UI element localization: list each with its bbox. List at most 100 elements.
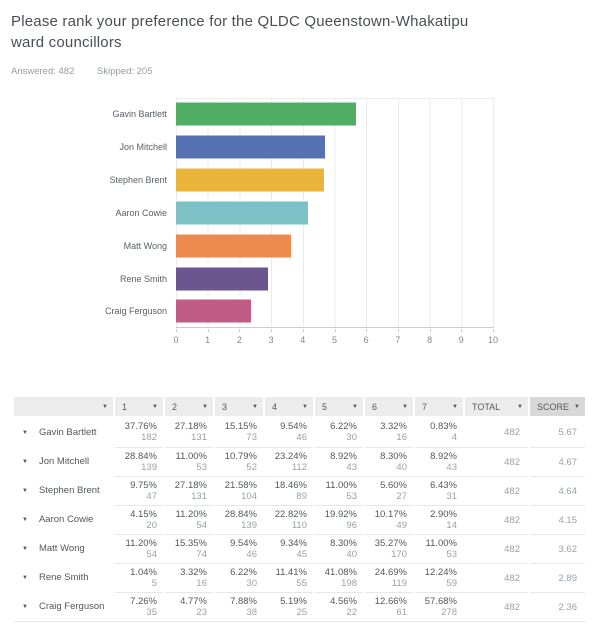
rank-cell: 15.35% 74 (165, 534, 213, 563)
rank-cell: 0.83% 4 (415, 418, 463, 447)
row-expand-caret-icon[interactable]: ▼ (22, 545, 28, 552)
cell-count: 30 (246, 577, 257, 589)
chart-row: Matt Wong (0, 229, 494, 262)
row-expand-caret-icon[interactable]: ▼ (22, 516, 28, 523)
row-expand-caret-icon[interactable]: ▼ (22, 429, 28, 436)
column-header[interactable]: 7 ▼ (415, 397, 463, 416)
column-header[interactable]: 4 ▼ (265, 397, 313, 416)
sort-caret-icon[interactable]: ▼ (517, 403, 523, 410)
table-row: ▼ Rene Smith 1.04% 5 3.32% 16 6.22% 30 11.41% 55 4… (14, 563, 586, 592)
cell-count: 16 (196, 577, 207, 589)
score-value: 2.36 (558, 601, 578, 613)
response-stats: Answered: 482 Skipped: 205 (11, 66, 600, 77)
rank-cell: 11.20% 54 (165, 505, 213, 534)
cell-percent: 11.00% (175, 451, 207, 462)
total-cell: 482 (465, 418, 528, 447)
sort-caret-icon[interactable]: ▼ (574, 403, 580, 410)
row-name-cell: ▼ Craig Ferguson (14, 592, 113, 621)
rank-cell: 11.20% 54 (115, 534, 163, 563)
rank-cell: 9.54% 46 (265, 418, 313, 447)
column-header-label: 5 (322, 401, 328, 412)
rank-cell: 9.54% 46 (215, 534, 263, 563)
column-header[interactable]: 1 ▼ (115, 397, 163, 416)
sort-caret-icon[interactable]: ▼ (252, 403, 258, 410)
rank-cell: 12.66% 61 (365, 592, 413, 621)
x-axis: 0 1 2 3 4 5 6 7 8 9 10 (173, 329, 498, 349)
tick-mark (271, 329, 273, 332)
cell-count: 22 (346, 606, 357, 618)
cell-percent: 7.88% (230, 596, 257, 607)
sort-caret-icon[interactable]: ▼ (452, 403, 458, 410)
bar-track (176, 295, 494, 328)
bar-track (176, 262, 494, 295)
bar (176, 299, 252, 323)
rank-cell: 3.32% 16 (365, 418, 413, 447)
cell-count: 43 (446, 461, 457, 473)
column-header[interactable]: 5 ▼ (315, 397, 363, 416)
column-header-label: 3 (222, 401, 228, 412)
rank-cell: 2.90% 14 (415, 505, 463, 534)
row-name: Aaron Cowie (38, 514, 94, 525)
sort-caret-icon[interactable]: ▼ (102, 403, 108, 410)
bar (176, 267, 268, 291)
cell-percent: 4.56% (330, 596, 357, 607)
rank-cell: 6.22% 30 (215, 563, 263, 592)
sort-caret-icon[interactable]: ▼ (352, 403, 358, 410)
bar (176, 168, 324, 192)
tick-label: 1 (205, 335, 211, 345)
score-cell: 4.15 (530, 505, 585, 534)
sort-caret-icon[interactable]: ▼ (202, 403, 208, 410)
score-cell: 2.36 (530, 592, 585, 621)
row-expand-caret-icon[interactable]: ▼ (22, 574, 28, 581)
page-title: Please rank your preference for the QLDC… (11, 13, 469, 51)
cell-percent: 11.20% (175, 509, 207, 520)
rank-cell: 5.60% 27 (365, 476, 413, 505)
cell-percent: 35.27% (374, 538, 407, 549)
cell-count: 198 (341, 577, 357, 589)
column-header[interactable]: TOTAL ▼ (465, 397, 528, 416)
sort-caret-icon[interactable]: ▼ (152, 403, 158, 410)
cell-percent: 12.66% (374, 596, 407, 607)
cell-percent: 4.15% (130, 509, 157, 520)
tick-label: 10 (487, 335, 499, 345)
row-expand-caret-icon[interactable]: ▼ (22, 487, 28, 494)
column-header[interactable]: ▼ (14, 397, 113, 416)
column-header[interactable]: 6 ▼ (365, 397, 413, 416)
cell-percent: 1.04% (130, 567, 157, 578)
cell-percent: 8.92% (330, 451, 357, 462)
chart-row: Craig Ferguson (0, 295, 494, 328)
cell-count: 27 (396, 490, 407, 502)
rank-cell: 7.88% 38 (215, 592, 263, 621)
skipped-count: Skipped: 205 (97, 66, 153, 77)
rank-cell: 41.08% 198 (315, 563, 363, 592)
cell-percent: 41.08% (324, 567, 357, 578)
rank-cell: 27.18% 131 (165, 476, 213, 505)
cell-percent: 6.22% (230, 567, 257, 578)
tick-label: 0 (173, 335, 179, 345)
row-expand-caret-icon[interactable]: ▼ (22, 603, 28, 610)
rank-cell: 19.92% 96 (315, 505, 363, 534)
bar-label: Rene Smith (119, 273, 167, 284)
tick-mark (302, 329, 304, 332)
cell-percent: 9.54% (280, 421, 307, 432)
column-header[interactable]: 3 ▼ (215, 397, 263, 416)
bar (176, 234, 292, 258)
column-header[interactable]: 2 ▼ (165, 397, 213, 416)
cell-percent: 8.30% (330, 538, 357, 549)
bar-track (176, 229, 494, 262)
row-name: Rene Smith (38, 572, 89, 583)
cell-percent: 3.32% (180, 567, 207, 578)
column-header[interactable]: SCORE ▼ (530, 397, 585, 416)
cell-count: 96 (346, 519, 357, 531)
sort-caret-icon[interactable]: ▼ (302, 403, 308, 410)
rank-cell: 24.69% 119 (365, 563, 413, 592)
sort-caret-icon[interactable]: ▼ (402, 403, 408, 410)
cell-percent: 10.79% (224, 451, 257, 462)
bar-track (176, 197, 494, 230)
row-expand-caret-icon[interactable]: ▼ (22, 458, 28, 465)
rank-cell: 8.30% 40 (365, 447, 413, 476)
cell-count: 46 (296, 431, 307, 443)
chart-row: Rene Smith (0, 262, 494, 295)
cell-count: 170 (391, 548, 407, 560)
cell-percent: 15.35% (174, 538, 207, 549)
